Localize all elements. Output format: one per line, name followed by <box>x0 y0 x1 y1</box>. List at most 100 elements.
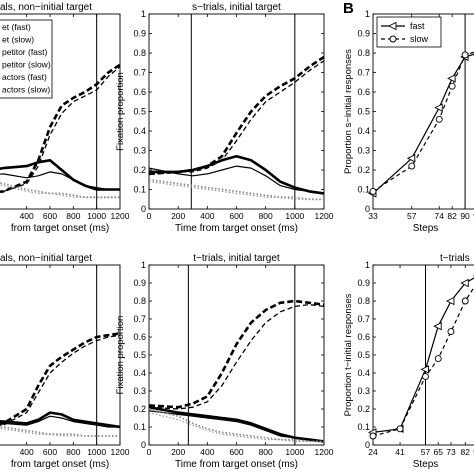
legend-label: actors (slow) <box>2 85 50 95</box>
y-tick-label: 0.1 <box>357 185 370 195</box>
x-tick-label: 600 <box>43 447 57 457</box>
y-tick-label: 0.7 <box>357 314 370 324</box>
series-line-dotted-thin <box>0 184 120 198</box>
legend-marker <box>387 21 397 31</box>
y-tick-label: 0.6 <box>357 332 370 342</box>
y-tick-label: 0.6 <box>133 332 146 342</box>
x-axis-label: Steps <box>413 459 439 470</box>
data-point <box>396 425 404 433</box>
data-point <box>406 154 416 163</box>
y-tick-label: 0.8 <box>133 48 146 58</box>
data-point <box>434 103 443 112</box>
series-line-fast <box>373 53 474 194</box>
legend-label: fast <box>410 21 425 31</box>
x-tick-label: 1000 <box>87 211 106 221</box>
series-line-solid-thick <box>0 411 120 429</box>
x-axis-label: from target onset (ms) <box>11 459 109 470</box>
series-line-dashed-thin <box>149 303 324 410</box>
chart-panel-2: 0 0.1 0.2 0.3 0.4 0.5 0.6 0.7 0.8 0.9 1 0 200 400 600 8… <box>115 2 334 234</box>
x-tick-label: 400 <box>20 211 34 221</box>
y-tick-label: 0.8 <box>133 296 146 306</box>
series-line-dashed-thin <box>0 334 120 427</box>
y-tick-label: 0.1 <box>133 185 146 195</box>
series-line-solid-thick <box>149 155 324 195</box>
series-line-solid-thick <box>149 405 324 443</box>
y-tick-label: 0.8 <box>357 296 370 306</box>
series-line-dashed-thick <box>0 63 120 193</box>
x-tick-label: 1200 <box>315 447 334 457</box>
y-tick-label: 0.1 <box>133 422 146 432</box>
series-line-dotted-thin <box>149 412 324 442</box>
series-line-fast <box>373 277 474 433</box>
y-tick-label: 0.3 <box>357 386 370 396</box>
y-tick-label: 0 <box>141 204 146 214</box>
series-group <box>373 51 474 194</box>
legend-label: slow <box>410 34 429 44</box>
data-point <box>420 365 429 374</box>
y-axis-label: Proportion t−initial responses <box>343 293 354 416</box>
y-tick-label: 0 <box>141 440 146 450</box>
data-point <box>433 321 442 331</box>
y-tick-label: 0.7 <box>133 68 146 78</box>
chart-panel-3: 00.10.20.30.40.50.60.70.80.9133577482909… <box>343 0 474 234</box>
panel-title: als, non−initial target <box>0 2 92 13</box>
y-tick-label: 0.5 <box>133 350 146 360</box>
series-line-dotted-thin <box>149 181 324 200</box>
y-axis-label: Fixation proportion <box>115 316 126 395</box>
series-line-dashed-thin <box>149 60 324 175</box>
y-tick-label: 0.8 <box>357 48 370 58</box>
y-tick-label: 0.9 <box>133 29 146 39</box>
x-tick-label: 1200 <box>111 211 130 221</box>
data-point <box>369 187 377 195</box>
x-tick-label: 200 <box>171 211 185 221</box>
y-tick-label: 0.6 <box>357 87 370 97</box>
panel-letter: B <box>343 0 354 17</box>
series-line-dotted-thick <box>0 425 120 437</box>
x-tick-label: 0 <box>147 447 152 457</box>
series-group <box>373 277 474 437</box>
x-tick-label: 800 <box>259 447 273 457</box>
y-tick-label: 0.2 <box>357 165 370 175</box>
x-tick-label: 82 <box>461 447 471 457</box>
data-point <box>369 432 377 440</box>
data-point <box>408 162 416 170</box>
legend: fast slow <box>376 16 442 48</box>
y-tick-label: 0.9 <box>357 29 370 39</box>
series-line-dotted-thick <box>149 178 324 201</box>
data-point <box>461 297 469 305</box>
legend-marker <box>389 35 397 43</box>
legend: et (fast) et (slow) petitor (fast) petitor … <box>0 19 53 99</box>
series-line-solid-thin <box>149 165 324 194</box>
x-tick-label: 1200 <box>111 447 130 457</box>
y-tick-label: 0.4 <box>133 368 146 378</box>
series-line-solid-thick <box>0 159 120 191</box>
data-point <box>434 355 442 363</box>
data-point <box>460 278 469 288</box>
data-point <box>445 296 455 306</box>
y-tick-label: 0.4 <box>357 368 370 378</box>
y-tick-label: 0 <box>365 440 370 450</box>
y-tick-label: 0.4 <box>133 126 146 136</box>
x-tick-label: 1000 <box>285 211 304 221</box>
x-tick-label: 90 <box>460 211 470 221</box>
x-tick-label: 0 <box>147 211 152 221</box>
legend-label: actors (fast) <box>2 72 47 82</box>
series-group <box>149 55 324 201</box>
series-line-slow <box>373 51 474 192</box>
x-tick-label: 600 <box>229 447 243 457</box>
x-tick-label: 1000 <box>285 447 304 457</box>
legend-box <box>376 16 442 48</box>
data-point <box>422 373 429 381</box>
series-line-dashed-thick <box>149 299 324 409</box>
y-tick-label: 0.5 <box>133 107 146 117</box>
series-line-slow <box>373 286 474 437</box>
y-tick-label: 1 <box>141 9 146 19</box>
x-tick-label: 1200 <box>315 211 334 221</box>
x-axis-label: Time from target onset (ms) <box>175 223 298 234</box>
y-tick-label: 0.3 <box>133 146 146 156</box>
y-tick-label: 0.2 <box>133 404 146 414</box>
data-point <box>461 51 469 59</box>
y-tick-label: 0.4 <box>357 126 370 136</box>
